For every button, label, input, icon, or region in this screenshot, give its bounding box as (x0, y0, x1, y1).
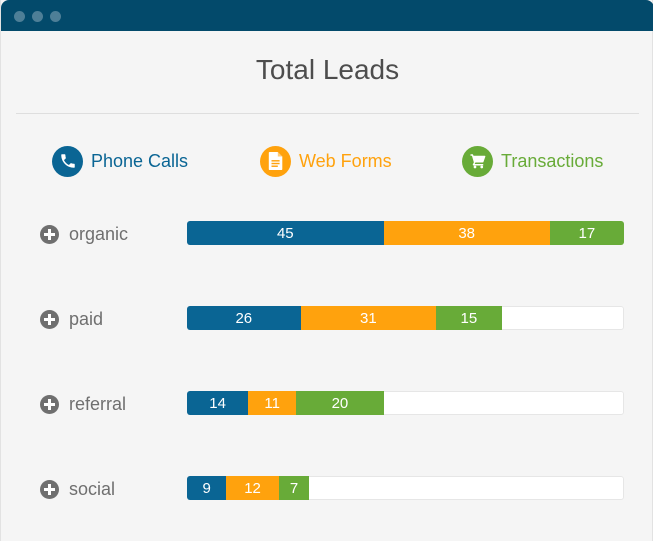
title-divider (16, 113, 639, 114)
expand-plus-icon[interactable] (40, 394, 59, 414)
bar-track-organic: 45 38 17 (187, 221, 624, 245)
bar-segment-web-forms[interactable]: 11 (248, 391, 297, 415)
expand-plus-icon[interactable] (40, 309, 59, 329)
bar-segment-web-forms[interactable]: 12 (226, 476, 279, 500)
bar-track-paid: 26 31 15 (187, 306, 624, 330)
bar-segment-transactions[interactable]: 7 (278, 476, 310, 500)
category-label: referral (69, 393, 127, 414)
legend-item-transactions[interactable]: Transactions (462, 145, 603, 177)
row-label-paid[interactable]: paid (40, 306, 103, 332)
window-titlebar (1, 0, 653, 31)
row-label-referral[interactable]: referral (40, 391, 126, 417)
cart-icon (462, 145, 493, 177)
bar-track-social: 9 12 7 (187, 476, 624, 500)
bar-track-referral: 14 11 20 (187, 391, 624, 415)
legend-item-phone-calls[interactable]: Phone Calls (52, 145, 188, 177)
bar-segment-transactions[interactable]: 17 (549, 221, 624, 245)
bar-segment-web-forms[interactable]: 38 (383, 221, 550, 245)
category-label: organic (69, 223, 129, 244)
expand-plus-icon[interactable] (40, 224, 59, 244)
data-label: 7 (289, 479, 299, 497)
legend-label-web-forms: Web Forms (299, 150, 392, 171)
data-label: 45 (276, 224, 294, 242)
data-label: 31 (360, 309, 377, 327)
bar-segment-phone-calls[interactable]: 45 (187, 221, 384, 245)
data-label: 38 (458, 224, 475, 242)
row-label-social[interactable]: social (40, 476, 115, 502)
legend-label-transactions: Transactions (501, 150, 604, 171)
bar-segment-phone-calls[interactable]: 9 (187, 476, 227, 500)
window-close-dot[interactable] (14, 11, 25, 22)
data-label: 20 (331, 394, 349, 412)
category-label: paid (69, 308, 104, 329)
data-label: 26 (235, 309, 253, 327)
data-label: 9 (202, 479, 211, 497)
bar-segment-web-forms[interactable]: 31 (300, 306, 437, 330)
window-minimize-dot[interactable] (32, 11, 43, 22)
document-icon (260, 145, 291, 177)
legend-item-web-forms[interactable]: Web Forms (260, 145, 392, 177)
legend-label-phone-calls: Phone Calls (91, 150, 189, 171)
bar-segment-transactions[interactable]: 20 (296, 391, 384, 415)
chart-title: Total Leads (255, 54, 400, 85)
data-label: 12 (244, 479, 261, 497)
category-label: social (69, 478, 116, 499)
data-label: 15 (460, 309, 478, 327)
bar-segment-phone-calls[interactable]: 14 (187, 391, 249, 415)
data-label: 11 (264, 394, 280, 412)
data-label: 14 (209, 394, 226, 412)
row-label-organic[interactable]: organic (40, 221, 128, 247)
bar-segment-transactions[interactable]: 15 (436, 306, 502, 330)
phone-icon (52, 145, 83, 177)
data-label: 17 (578, 224, 596, 242)
window-maximize-dot[interactable] (50, 11, 61, 22)
bar-segment-phone-calls[interactable]: 26 (187, 306, 301, 330)
expand-plus-icon[interactable] (40, 479, 59, 499)
